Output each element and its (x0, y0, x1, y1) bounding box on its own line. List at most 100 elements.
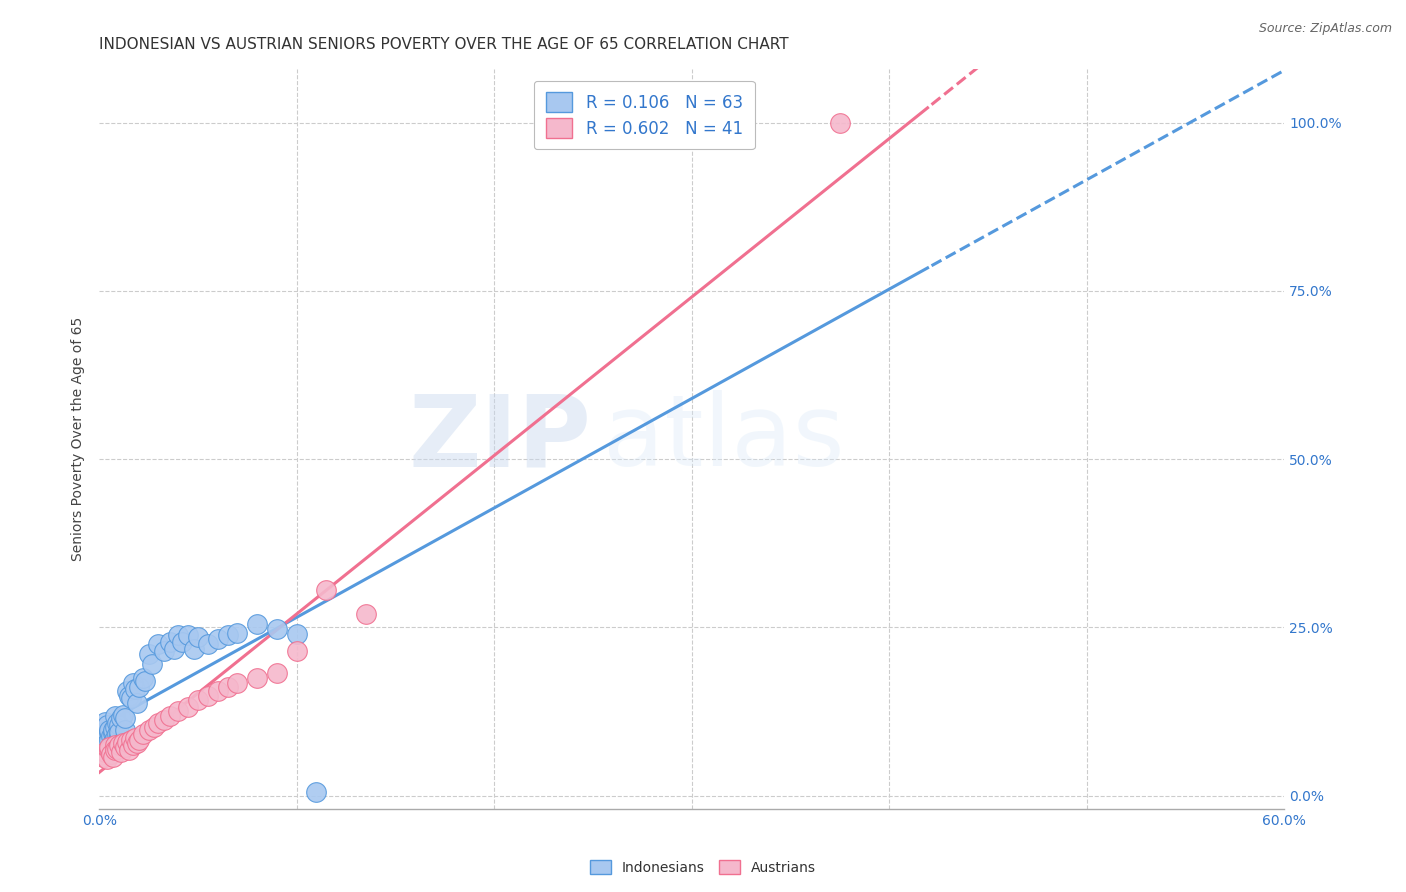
Point (120, 733, 142, 747)
Point (197, 637, 219, 651)
Point (177, 699, 200, 714)
Point (110, 736, 132, 750)
Point (828, 115, 851, 129)
Point (266, 622, 288, 636)
Point (124, 731, 146, 746)
Point (115, 684, 138, 698)
Point (110, 711, 132, 725)
Y-axis label: Seniors Poverty Over the Age of 65: Seniors Poverty Over the Age of 65 (72, 317, 86, 561)
Point (91, 749, 114, 764)
Point (98, 740, 121, 755)
Point (90, 728, 112, 742)
Point (120, 691, 142, 706)
Point (91, 724, 114, 739)
Point (94, 730, 117, 744)
Point (148, 715, 170, 730)
Point (101, 735, 124, 749)
Point (138, 647, 160, 661)
Point (90, 748, 112, 763)
Point (91, 721, 114, 735)
Point (131, 671, 153, 685)
Point (96, 751, 118, 765)
Point (207, 632, 229, 647)
Point (143, 720, 166, 734)
Point (96, 727, 118, 741)
Point (128, 733, 150, 747)
Point (134, 674, 156, 689)
Point (246, 617, 269, 632)
Point (172, 635, 194, 649)
Point (114, 740, 136, 755)
Point (153, 644, 176, 658)
Point (114, 711, 136, 725)
Point (94, 738, 117, 752)
Point (153, 713, 176, 727)
Text: Source: ZipAtlas.com: Source: ZipAtlas.com (1258, 22, 1392, 36)
Point (315, 583, 337, 598)
Point (101, 745, 124, 759)
Point (354, 607, 377, 621)
Point (187, 631, 209, 645)
Point (131, 727, 153, 741)
Point (100, 730, 122, 744)
Point (125, 696, 148, 710)
Point (110, 745, 132, 759)
Point (108, 718, 131, 732)
Point (100, 747, 122, 761)
Point (148, 637, 170, 651)
Point (167, 628, 190, 642)
Point (246, 671, 269, 685)
Point (163, 641, 186, 656)
Point (226, 675, 249, 690)
Point (183, 641, 205, 656)
Point (98, 723, 121, 737)
Point (108, 730, 131, 744)
Point (159, 635, 181, 649)
Point (177, 628, 200, 642)
Legend: R = 0.106   N = 63, R = 0.602   N = 41: R = 0.106 N = 63, R = 0.602 N = 41 (534, 81, 755, 149)
Point (285, 644, 308, 658)
Point (98, 733, 121, 747)
Point (94, 714, 117, 729)
Point (111, 707, 134, 722)
Text: ZIP: ZIP (408, 391, 591, 487)
Point (94, 745, 117, 759)
Point (104, 731, 127, 746)
Point (121, 738, 143, 752)
Point (207, 684, 229, 698)
Point (285, 627, 308, 641)
Point (197, 689, 219, 703)
Point (104, 720, 127, 734)
Point (121, 675, 143, 690)
Point (108, 738, 131, 752)
Point (118, 689, 141, 703)
Point (266, 666, 288, 681)
Point (100, 738, 122, 752)
Point (226, 625, 249, 640)
Point (108, 724, 131, 739)
Point (96, 736, 118, 750)
Point (104, 743, 127, 757)
Point (217, 628, 239, 642)
Point (124, 682, 146, 697)
Point (115, 735, 138, 749)
Point (105, 741, 128, 756)
Point (305, 785, 328, 799)
Point (141, 657, 163, 672)
Point (125, 736, 148, 750)
Point (105, 727, 128, 741)
Point (101, 723, 124, 737)
Point (167, 705, 190, 719)
Point (101, 726, 124, 740)
Point (187, 693, 209, 707)
Point (101, 749, 124, 764)
Point (105, 715, 128, 730)
Point (114, 723, 136, 737)
Point (159, 709, 181, 723)
Point (118, 743, 141, 757)
Point (104, 709, 127, 723)
Point (217, 680, 239, 694)
Point (96, 718, 118, 732)
Text: INDONESIAN VS AUSTRIAN SENIORS POVERTY OVER THE AGE OF 65 CORRELATION CHART: INDONESIAN VS AUSTRIAN SENIORS POVERTY O… (100, 37, 789, 53)
Point (128, 680, 150, 694)
